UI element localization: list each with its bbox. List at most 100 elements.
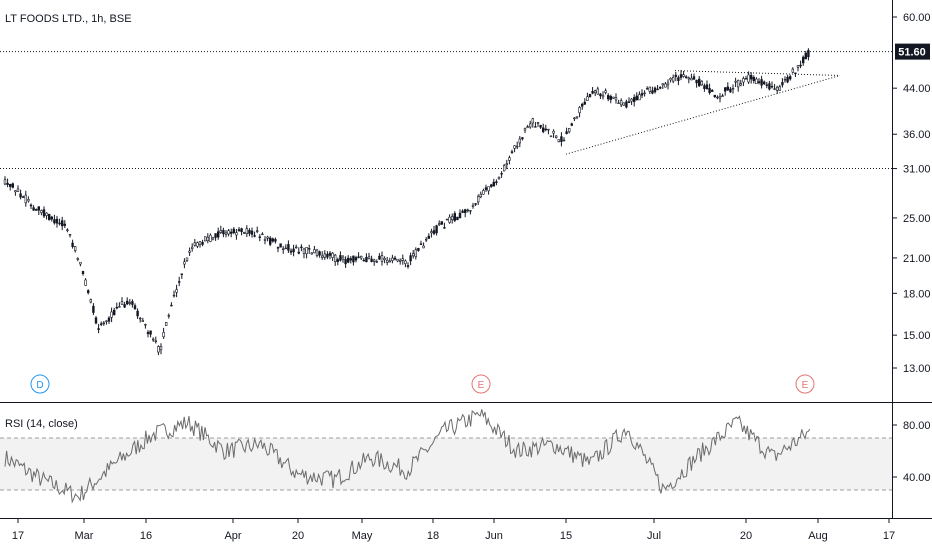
candle-body (627, 101, 631, 103)
candle-body (79, 261, 82, 265)
candle-body (123, 304, 126, 308)
candle-body (250, 230, 254, 235)
candle-body (664, 83, 667, 88)
candle-body (570, 123, 574, 126)
candle-body (6, 182, 9, 185)
candle-body (638, 94, 641, 101)
candle-body (219, 230, 222, 233)
candle-body (687, 77, 691, 80)
candle-body (159, 345, 163, 351)
candle-body (497, 176, 501, 180)
candle-body (21, 196, 25, 198)
earnings-badge[interactable] (795, 374, 815, 394)
candle-body (146, 332, 150, 335)
candle-body (313, 249, 316, 254)
candle-body (632, 97, 636, 102)
candle-body (331, 252, 334, 258)
candle-body (89, 299, 93, 303)
candle-body (484, 187, 488, 190)
candle-body (778, 86, 782, 91)
candle-body (105, 320, 108, 322)
rsi-axis: 80.00 40.00 (892, 420, 931, 484)
candle-body (47, 213, 51, 221)
candle-body (40, 210, 43, 213)
candle-body (357, 256, 360, 258)
candle-body (783, 78, 787, 81)
candle-body (404, 260, 407, 264)
candle-body (671, 77, 675, 82)
earnings-badge[interactable] (471, 374, 491, 394)
candle-body (224, 232, 228, 235)
rsi-panel[interactable]: 80.00 40.00 (0, 409, 931, 504)
x-tick-label: Jun (485, 530, 503, 542)
candle-body (209, 234, 212, 242)
candle-body (619, 100, 623, 106)
candle-body (240, 228, 243, 233)
candle-body (453, 213, 456, 221)
candle-body (141, 319, 144, 322)
candle-body (201, 242, 204, 245)
candle-body (606, 95, 610, 100)
candle-body (580, 103, 584, 107)
candle-body (152, 338, 155, 341)
candle-body (463, 209, 467, 214)
candle-body (157, 346, 160, 353)
candle-body (320, 255, 324, 258)
candle-body (3, 179, 7, 185)
candle-body (476, 196, 480, 203)
x-tick-label: 15 (560, 530, 572, 542)
candle-body (307, 248, 311, 250)
candle-body (801, 56, 805, 64)
candle-body (450, 216, 454, 221)
candle-body (365, 257, 368, 263)
candle-body (255, 230, 259, 232)
candle-body (653, 87, 657, 93)
candle-body (458, 212, 462, 219)
candle-body (204, 236, 207, 242)
candle-body (445, 218, 449, 221)
candle-body (575, 116, 579, 119)
time-axis[interactable]: 17 Mar 16 Apr 20 May 18 Jun 15 Jul 20 Aug 17 (12, 518, 895, 542)
y-tick-label: 15.00 (903, 330, 931, 342)
x-tick-label: 20 (740, 530, 752, 542)
rsi-tick-label: 40.00 (903, 472, 931, 484)
candle-body (656, 88, 659, 91)
candle-body (487, 186, 490, 192)
x-tick-label: 16 (140, 530, 152, 542)
candle-body (58, 222, 61, 225)
candle-body (175, 289, 178, 293)
candle-body (380, 255, 384, 262)
candle-body (674, 74, 678, 77)
candle-body (760, 79, 763, 86)
candle-body (614, 97, 618, 101)
price-axis[interactable]: 60.00 44.00 36.00 31.00 25.00 21.00 18.00 15.00… (892, 12, 931, 375)
candle-body (74, 246, 77, 251)
candle-body (398, 259, 402, 262)
candle-body (266, 236, 269, 239)
triangle-lower-line (565, 75, 841, 155)
candle-body (162, 332, 165, 338)
candle-body (328, 252, 332, 256)
candle-body (274, 239, 277, 242)
candle-body (677, 77, 680, 81)
candle-body (346, 257, 350, 263)
candle-body (227, 230, 230, 235)
rsi-line (4, 409, 811, 504)
candle-body (279, 243, 282, 248)
price-series[interactable] (3, 48, 810, 356)
candle-body (302, 248, 306, 254)
candle-body (139, 317, 142, 320)
candle-body (549, 135, 553, 138)
rsi-title: RSI (14, close) (5, 418, 78, 430)
candle-body (110, 311, 113, 318)
rsi-tick-label: 80.00 (903, 420, 931, 432)
candle-body (482, 190, 485, 195)
candle-body (144, 324, 147, 326)
candle-body (640, 93, 644, 96)
candle-body (768, 83, 771, 90)
candle-body (367, 256, 371, 259)
dividend-badge[interactable] (30, 374, 50, 394)
y-tick-label: 13.00 (903, 363, 931, 375)
candle-body (757, 81, 761, 84)
